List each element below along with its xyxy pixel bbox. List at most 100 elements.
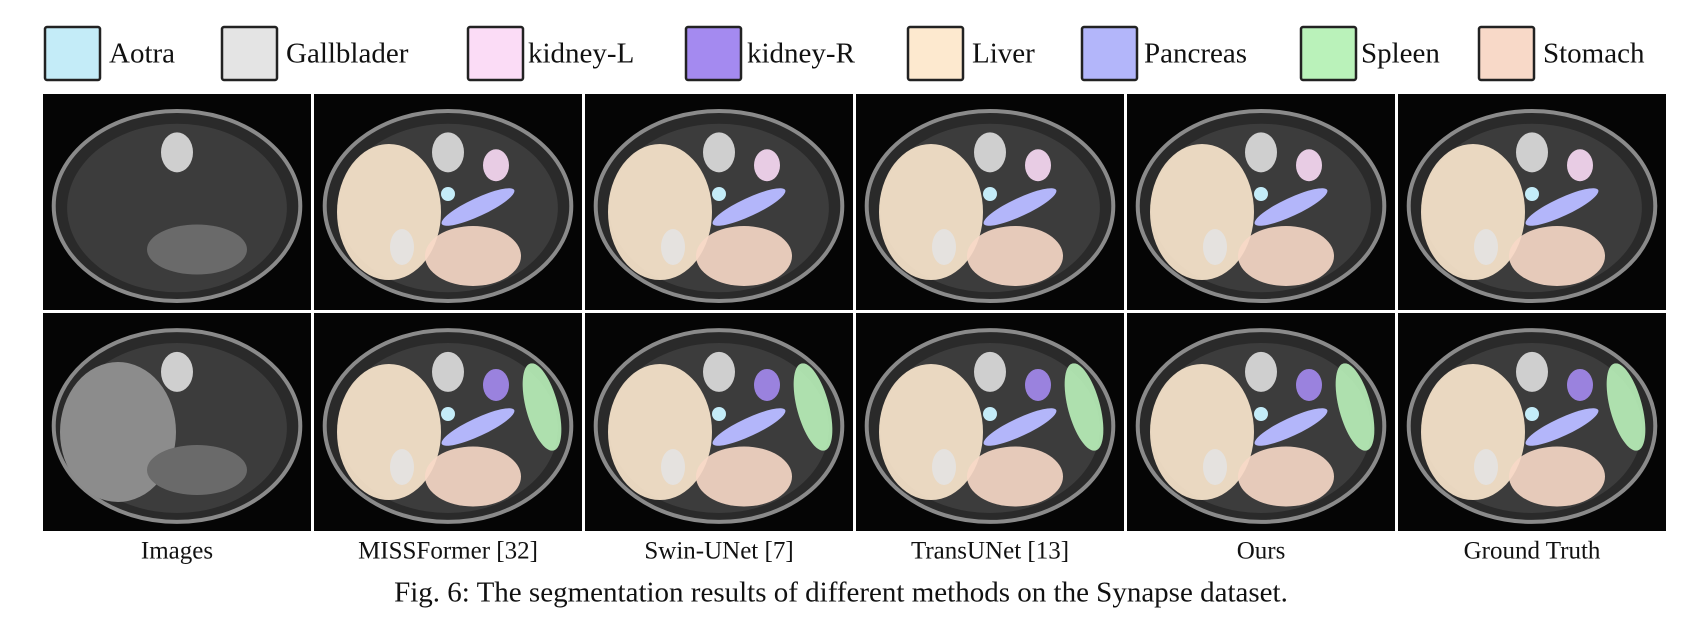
aorta-seg [1254,187,1268,201]
spleen-seg [1335,363,1375,451]
column-label: MISSFormer [32] [358,538,538,565]
spine [1245,132,1277,173]
figure-caption: Fig. 6: The segmentation results of diff… [394,577,1288,609]
legend-swatch [466,25,525,82]
ct-panel [43,313,311,531]
liver-seg [337,364,441,500]
kidney-seg [1296,368,1322,401]
pancreas-seg [712,408,786,446]
spine [1245,351,1277,392]
column-label: Ours [1237,538,1286,565]
pancreas-seg [1525,188,1599,226]
column-label: Images [141,538,213,565]
stomach-seg [1238,226,1334,286]
ct-panel [43,94,311,310]
pancreas-seg [441,188,515,226]
kidney-seg [1567,149,1593,182]
spine [161,351,193,392]
legend-swatch [220,25,279,82]
gallbladder-seg [390,229,414,265]
legend-label: kidney-L [528,38,634,70]
ct-panel [856,94,1124,310]
gallbladder-seg [932,449,956,485]
spine [703,132,735,173]
kidney-seg [1025,149,1051,182]
pancreas-seg [712,188,786,226]
ct-panel [1398,94,1666,310]
spine [974,351,1006,392]
ct-panel [1127,94,1395,310]
aorta-seg [983,407,997,421]
legend-label: Spleen [1361,38,1440,70]
legend-swatch [684,25,743,82]
legend-label: Pancreas [1144,38,1247,70]
liver-tissue [60,362,176,502]
stomach-seg [425,446,521,507]
gallbladder-seg [1474,229,1498,265]
liver-seg [1150,364,1254,500]
spleen-seg [522,363,562,451]
ct-panel [314,94,582,310]
stomach-seg [696,446,792,507]
spine [703,351,735,392]
spleen-seg [1064,363,1104,451]
stomach-seg [1509,446,1605,507]
kidney-seg [1025,368,1051,401]
aorta-seg [712,187,726,201]
stomach-seg [425,226,521,286]
spleen-seg [1606,363,1646,451]
gallbladder-seg [1203,449,1227,485]
liver-seg [608,144,712,280]
ct-panel [856,313,1124,531]
kidney-seg [754,149,780,182]
liver-seg [1421,144,1525,280]
kidney-seg [1567,368,1593,401]
spine [161,132,193,173]
legend-label: kidney-R [747,38,856,70]
kidney-seg [754,368,780,401]
ct-panel [585,94,853,310]
gallbladder-seg [661,229,685,265]
stomach-seg [967,226,1063,286]
aorta-seg [712,407,726,421]
ct-panel [1127,313,1395,531]
liver-seg [1421,364,1525,500]
bowel [147,224,247,275]
ct-panel [314,313,582,531]
legend-label: Stomach [1543,38,1645,70]
column-label: TransUNet [13] [911,538,1069,565]
kidney-seg [483,149,509,182]
legend-label: Gallblader [286,38,409,70]
spine [974,132,1006,173]
column-label: Swin-UNet [7] [644,538,793,565]
liver-seg [1150,144,1254,280]
legend-swatch [43,25,102,82]
liver-seg [879,364,983,500]
pancreas-seg [441,408,515,446]
pancreas-seg [1525,408,1599,446]
aorta-seg [1254,407,1268,421]
pancreas-seg [1254,188,1328,226]
ct-panel [1398,313,1666,531]
pancreas-seg [983,188,1057,226]
spine [432,351,464,392]
spleen-seg [793,363,833,451]
legend-swatch [1477,25,1536,82]
gallbladder-seg [390,449,414,485]
gallbladder-seg [1203,229,1227,265]
kidney-seg [483,368,509,401]
ct-panel [585,313,853,531]
pancreas-seg [1254,408,1328,446]
stomach-seg [967,446,1063,507]
column-label: Ground Truth [1464,538,1601,565]
legend-label: Aotra [109,38,175,70]
aorta-seg [441,407,455,421]
liver-seg [879,144,983,280]
spine [432,132,464,173]
spine [1516,132,1548,173]
stomach-seg [696,226,792,286]
spine [1516,351,1548,392]
legend-label: Liver [972,38,1035,70]
gallbladder-seg [932,229,956,265]
